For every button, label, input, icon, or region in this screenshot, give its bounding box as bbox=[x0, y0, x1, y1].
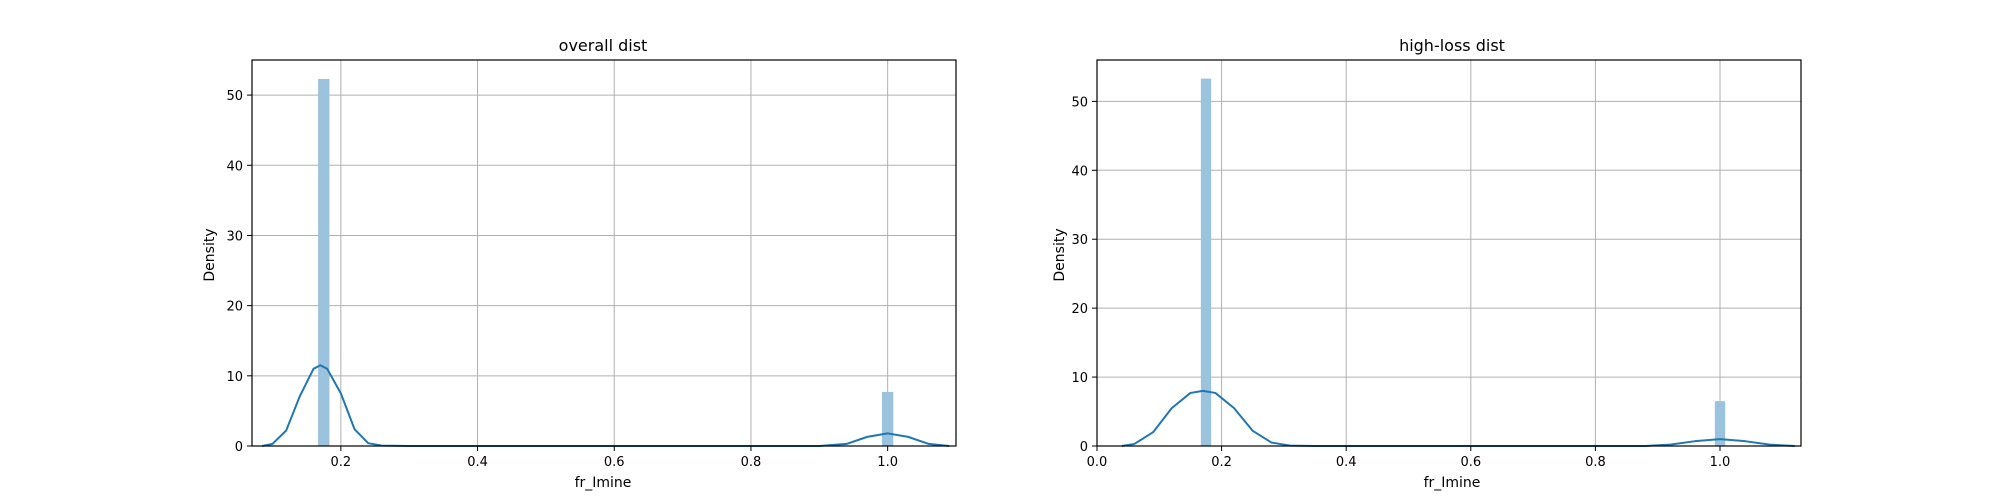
plot-area: 0.2 0.4 0.6 0.8 1.0 0 10 20 30 40 50 bbox=[226, 59, 957, 470]
x-tick-label: 0.6 bbox=[604, 455, 625, 470]
x-tick-label: 0.8 bbox=[1585, 455, 1606, 470]
x-axis-label: fr_Imine bbox=[1424, 475, 1481, 491]
x-tick-label: 0.6 bbox=[1460, 455, 1481, 470]
x-tick-label: 1.0 bbox=[877, 455, 898, 470]
axes-frame bbox=[1096, 59, 1802, 447]
y-tick-label: 40 bbox=[1071, 164, 1088, 179]
axes-frame bbox=[251, 59, 957, 447]
x-tick-label: 0.2 bbox=[1211, 455, 1232, 470]
y-tick-label: 0 bbox=[235, 440, 243, 455]
y-axis-label: Density bbox=[202, 228, 218, 281]
x-tick-label: 0.4 bbox=[1336, 455, 1357, 470]
chart-title: high-loss dist bbox=[1399, 36, 1505, 55]
plot-area: 0.0 0.2 0.4 0.6 0.8 1.0 0 10 20 30 40 50 bbox=[1071, 59, 1802, 470]
chart-panel-high-loss: high-loss dist fr_Imine Density 0.0 0.2 0.… bbox=[1052, 36, 1802, 491]
histogram-bar bbox=[881, 391, 894, 446]
y-tick-label: 0 bbox=[1080, 440, 1088, 455]
histogram-bar bbox=[1200, 78, 1212, 446]
y-tick-label: 30 bbox=[1071, 233, 1088, 248]
x-axis-label: fr_Imine bbox=[575, 475, 632, 491]
x-tick-label: 0.2 bbox=[331, 455, 352, 470]
y-tick-label: 50 bbox=[1071, 95, 1088, 110]
kde-line bbox=[1121, 389, 1795, 447]
chart-panel-overall: overall dist fr_Imine Density 0.2 0.4 0.6 0… bbox=[202, 36, 957, 491]
y-axis-label: Density bbox=[1052, 228, 1068, 281]
x-tick-label: 0.4 bbox=[467, 455, 488, 470]
x-tick-label: 0.8 bbox=[741, 455, 762, 470]
y-tick-label: 30 bbox=[226, 229, 243, 244]
y-tick-label: 20 bbox=[1071, 302, 1088, 317]
y-tick-label: 50 bbox=[226, 89, 243, 104]
chart-title: overall dist bbox=[559, 36, 648, 55]
y-tick-label: 10 bbox=[1071, 371, 1088, 386]
x-tick-label: 1.0 bbox=[1710, 455, 1731, 470]
x-tick-label: 0.0 bbox=[1087, 455, 1108, 470]
y-tick-label: 10 bbox=[226, 370, 243, 385]
y-tick-label: 40 bbox=[226, 159, 243, 174]
histogram-bar bbox=[1714, 401, 1726, 446]
y-tick-label: 20 bbox=[226, 300, 243, 315]
kde-line bbox=[262, 364, 950, 447]
histogram-bar bbox=[318, 78, 330, 446]
